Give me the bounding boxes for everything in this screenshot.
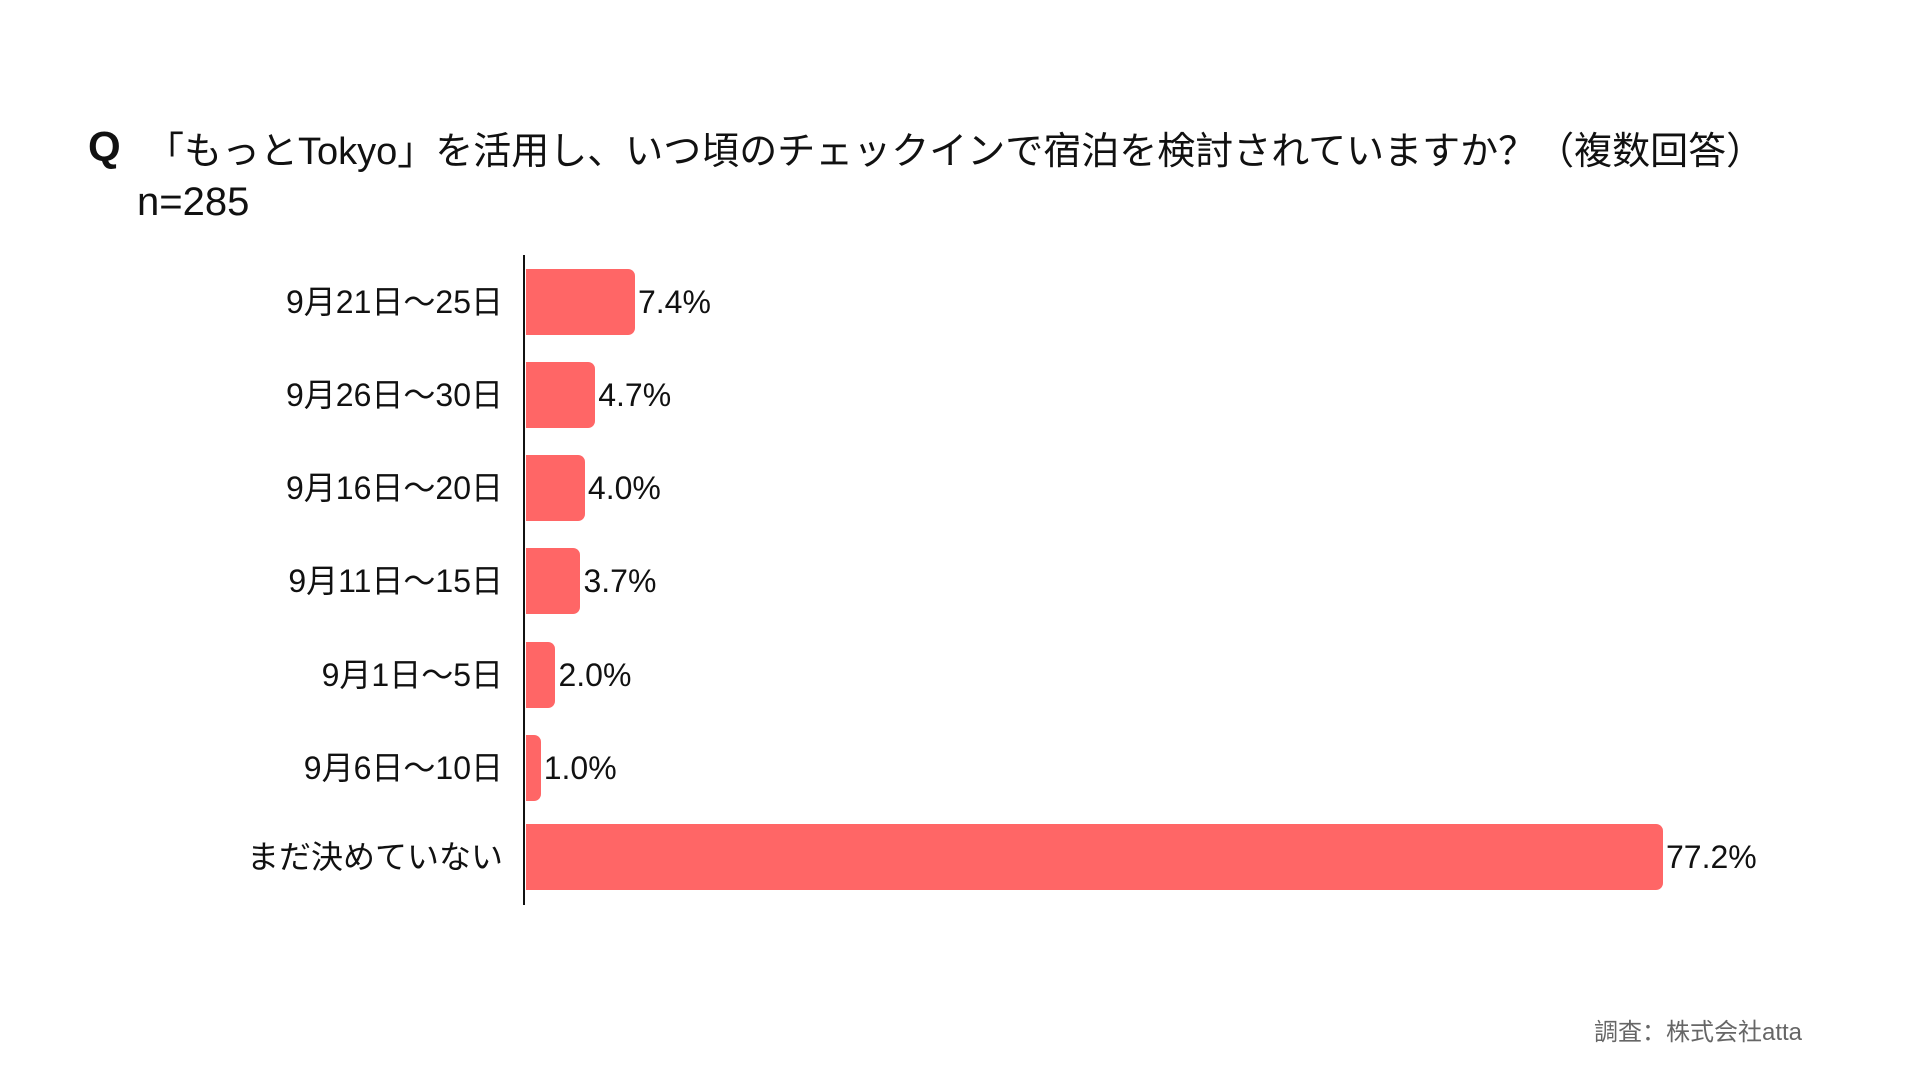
bar-row: 9月11日〜15日 3.7%: [0, 548, 1920, 614]
bar: [526, 455, 585, 521]
value-label: 2.0%: [558, 657, 632, 693]
category-label: 9月6日〜10日: [303, 750, 503, 786]
category-label: まだ決めていない: [246, 839, 503, 875]
bar: [526, 642, 556, 708]
source-footnote: 調査：株式会社atta: [1594, 1019, 1803, 1046]
category-label: 9月21日〜25日: [286, 284, 503, 320]
category-label: 9月11日〜15日: [288, 563, 503, 599]
value-label: 1.0%: [543, 750, 617, 786]
bar: [526, 362, 596, 428]
bar: [526, 269, 635, 335]
value-label: 77.2%: [1666, 839, 1757, 875]
bar-row: 9月6日〜10日 1.0%: [0, 735, 1920, 801]
y-axis-line: [523, 255, 525, 905]
bar-row: 9月1日〜5日 2.0%: [0, 642, 1920, 708]
value-label: 4.7%: [598, 377, 672, 413]
bar: [526, 824, 1663, 890]
category-label: 9月16日〜20日: [286, 470, 503, 506]
value-label: 4.0%: [587, 470, 661, 506]
bar-row: 9月16日〜20日 4.0%: [0, 455, 1920, 521]
bar: [526, 548, 581, 614]
bar: [526, 735, 541, 801]
sample-size-label: n=285: [137, 180, 250, 224]
value-label: 3.7%: [583, 563, 657, 599]
bar-row: まだ決めていない 77.2%: [0, 824, 1920, 890]
value-label: 7.4%: [637, 284, 711, 320]
category-label: 9月26日〜30日: [286, 377, 503, 413]
bar-row: 9月21日〜25日 7.4%: [0, 269, 1920, 335]
chart-title: 「もっとTokyo」を活用し、いつ頃のチェックインで宿泊を検討されていますか？（…: [146, 130, 1765, 173]
chart-title-row: Q 「もっとTokyo」を活用し、いつ頃のチェックインで宿泊を検討されていますか…: [88, 122, 1765, 173]
category-label: 9月1日〜5日: [321, 657, 503, 693]
bar-row: 9月26日〜30日 4.7%: [0, 362, 1920, 428]
question-mark-label: Q: [88, 123, 121, 170]
